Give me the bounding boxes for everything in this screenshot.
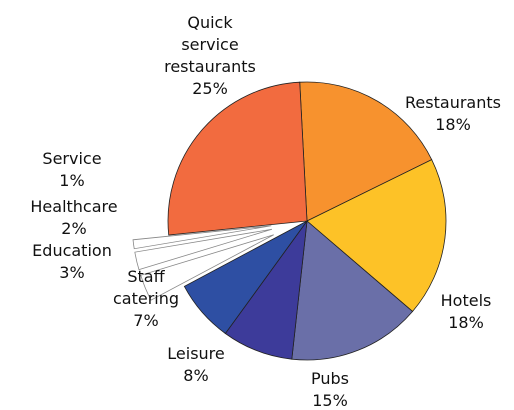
slice-name: Hotels: [440, 291, 492, 310]
slice-value: 18%: [435, 115, 471, 134]
slice-label: Healthcare 2%: [14, 196, 134, 240]
slice-label: Hotels 18%: [426, 290, 506, 334]
pie-slice: [306, 159, 447, 313]
slice-label: Quick service restaurants 25%: [164, 12, 256, 100]
slice-value: 18%: [448, 313, 484, 332]
slice-name: Pubs: [311, 369, 349, 388]
slice-name: Service: [42, 149, 102, 168]
slice-name: Education: [32, 241, 112, 260]
slice-value: 2%: [61, 219, 87, 238]
slice-label: Pubs 15%: [290, 368, 370, 410]
pie-slice: [291, 220, 414, 361]
slice-value: 7%: [133, 311, 159, 330]
pie-slice: [167, 81, 308, 236]
pie-slice: [134, 228, 273, 271]
slice-value: 25%: [192, 79, 228, 98]
slice-label: Education 3%: [12, 240, 132, 284]
slice-value: 8%: [183, 366, 209, 385]
slice-value: 3%: [59, 263, 85, 282]
slice-label: Service 1%: [22, 148, 122, 192]
slice-label: Leisure 8%: [151, 343, 241, 387]
slice-label: Restaurants 18%: [393, 92, 513, 136]
slice-value: 1%: [59, 171, 85, 190]
slice-name: Leisure: [167, 344, 225, 363]
slice-label: Staff catering 7%: [110, 266, 182, 332]
slice-name: Staff catering: [112, 267, 180, 308]
slice-name: Restaurants: [405, 93, 501, 112]
pie-slice: [132, 225, 272, 250]
pie-slice: [140, 234, 274, 301]
slice-name: Quick service restaurants: [164, 13, 256, 76]
pie-slice: [183, 220, 308, 335]
pie-slice: [299, 81, 433, 222]
slice-name: Healthcare: [30, 197, 118, 216]
slice-value: 15%: [312, 391, 348, 410]
